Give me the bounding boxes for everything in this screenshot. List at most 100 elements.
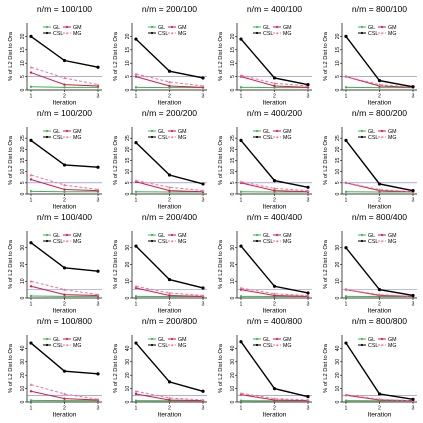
x-tick-label: 1 [345, 94, 348, 100]
chart-title: n/m = 200/100 [142, 4, 197, 14]
legend-marker-gm [170, 129, 174, 133]
x-tick-label: 2 [63, 198, 66, 204]
x-tick-label: 1 [135, 302, 138, 308]
chart-title: n/m = 200/200 [142, 108, 197, 118]
data-point-mg [96, 83, 100, 86]
y-axis-label: % of L2 Dist to Ora [323, 135, 329, 185]
data-point-gl [63, 86, 66, 89]
series-line-csl [135, 342, 204, 392]
x-tick-label: 2 [273, 198, 276, 204]
y-tick-label: 30 [335, 245, 341, 251]
series-line-mg [345, 76, 414, 88]
y-tick-label: 15 [230, 158, 236, 164]
series-line-mg [240, 287, 309, 296]
y-tick-label: 25 [20, 135, 26, 141]
data-point-gm [168, 294, 171, 297]
x-tick-label: 1 [345, 406, 348, 412]
data-point-gl [29, 85, 33, 88]
x-axis-label: Iteration [263, 204, 287, 211]
x-tick-label: 3 [307, 198, 310, 204]
legend-marker-mg [66, 343, 68, 347]
legend-marker-gl [360, 25, 364, 29]
legend-marker-gm [65, 25, 69, 29]
data-point-gl [134, 399, 138, 402]
legend-marker-gm [275, 233, 279, 237]
legend-label-csl: CSL [158, 343, 168, 349]
y-axis-label: % of L2 Dist to Ora [8, 135, 14, 185]
data-point-mg [306, 294, 310, 297]
legend-label-mg: MG [283, 239, 292, 245]
legend-marker-csl [255, 31, 259, 35]
y-tick-label: 10 [125, 169, 131, 175]
data-point-gm [273, 189, 276, 192]
legend-marker-gm [275, 25, 279, 29]
x-axis-label: Iteration [53, 100, 77, 107]
legend-marker-gl [45, 25, 49, 29]
y-tick-label: 5 [125, 75, 131, 78]
x-tick-label: 1 [30, 198, 33, 204]
legend-marker-gl [360, 337, 364, 341]
y-tick-label: 0 [125, 400, 131, 403]
x-axis-label: Iteration [263, 100, 287, 107]
x-tick-label: 3 [307, 94, 310, 100]
legend-label-csl: CSL [263, 31, 273, 37]
data-point-csl [62, 369, 67, 373]
x-tick-label: 3 [412, 94, 415, 100]
legend-label-gl: GL [53, 129, 60, 135]
data-point-csl [29, 241, 33, 245]
chart-title: n/m = 100/200 [37, 108, 92, 118]
series-line-mg [135, 390, 204, 401]
y-tick-label: 0 [125, 88, 131, 91]
y-tick-label: 40 [230, 345, 236, 351]
x-axis-label: Iteration [263, 308, 287, 315]
data-point-mg [29, 383, 33, 386]
legend-label-gl: GL [368, 25, 375, 31]
y-tick-label: 20 [125, 146, 131, 152]
data-point-gl [344, 190, 348, 193]
y-tick-label: 20 [335, 146, 341, 152]
y-axis-label: % of L2 Dist to Ora [218, 239, 224, 289]
legend-marker-mg [171, 239, 173, 243]
data-point-csl [411, 397, 415, 401]
chart-title: n/m = 400/400 [247, 212, 302, 222]
legend-marker-mg [66, 135, 68, 139]
data-point-mg [63, 76, 66, 80]
data-point-csl [272, 76, 277, 80]
data-point-gm [29, 178, 33, 181]
data-point-csl [377, 182, 382, 186]
legend-label-gm: GM [283, 129, 292, 135]
y-tick-label: 0 [20, 88, 26, 91]
data-point-gm [63, 188, 66, 191]
legend-marker-csl [150, 31, 154, 35]
legend-marker-csl [255, 239, 259, 243]
legend-marker-csl [360, 343, 364, 347]
legend-marker-csl [255, 135, 259, 139]
y-axis-label: % of L2 Dist to Ora [218, 343, 224, 393]
x-axis-label: Iteration [53, 204, 77, 211]
y-tick-label: 40 [20, 345, 26, 351]
data-point-gl [63, 399, 66, 402]
legend-label-gm: GM [73, 337, 82, 343]
legend-marker-mg [381, 135, 383, 139]
x-tick-label: 2 [378, 406, 381, 412]
legend-label-mg: MG [73, 239, 82, 245]
series-line-mg [345, 394, 414, 402]
data-point-mg [273, 187, 276, 190]
series-line-csl [30, 139, 99, 168]
x-tick-label: 1 [135, 198, 138, 204]
x-tick-label: 2 [378, 198, 381, 204]
y-tick-label: 0 [230, 400, 236, 403]
x-tick-label: 1 [240, 406, 243, 412]
y-tick-label: 20 [230, 262, 236, 268]
series-line-csl [345, 342, 414, 401]
y-tick-label: 20 [20, 146, 26, 152]
legend-marker-mg [381, 31, 383, 35]
y-tick-label: 0 [20, 296, 26, 299]
data-point-mg [239, 286, 243, 290]
legend-label-gl: GL [368, 233, 375, 239]
series-line-mg [135, 73, 204, 87]
data-point-csl [201, 286, 205, 290]
x-tick-label: 2 [273, 302, 276, 308]
